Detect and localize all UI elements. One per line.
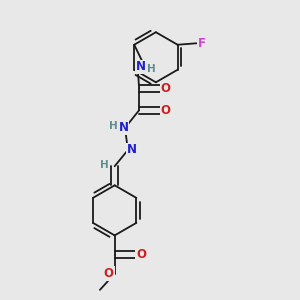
Text: N: N: [118, 122, 128, 134]
Text: H: H: [100, 160, 109, 170]
Text: N: N: [127, 143, 136, 157]
Text: H: H: [110, 122, 118, 131]
Text: O: O: [160, 82, 171, 95]
Text: O: O: [104, 267, 114, 280]
Text: F: F: [198, 37, 206, 50]
Text: N: N: [136, 61, 146, 74]
Text: H: H: [147, 64, 156, 74]
Text: O: O: [160, 104, 171, 117]
Text: O: O: [136, 248, 146, 261]
